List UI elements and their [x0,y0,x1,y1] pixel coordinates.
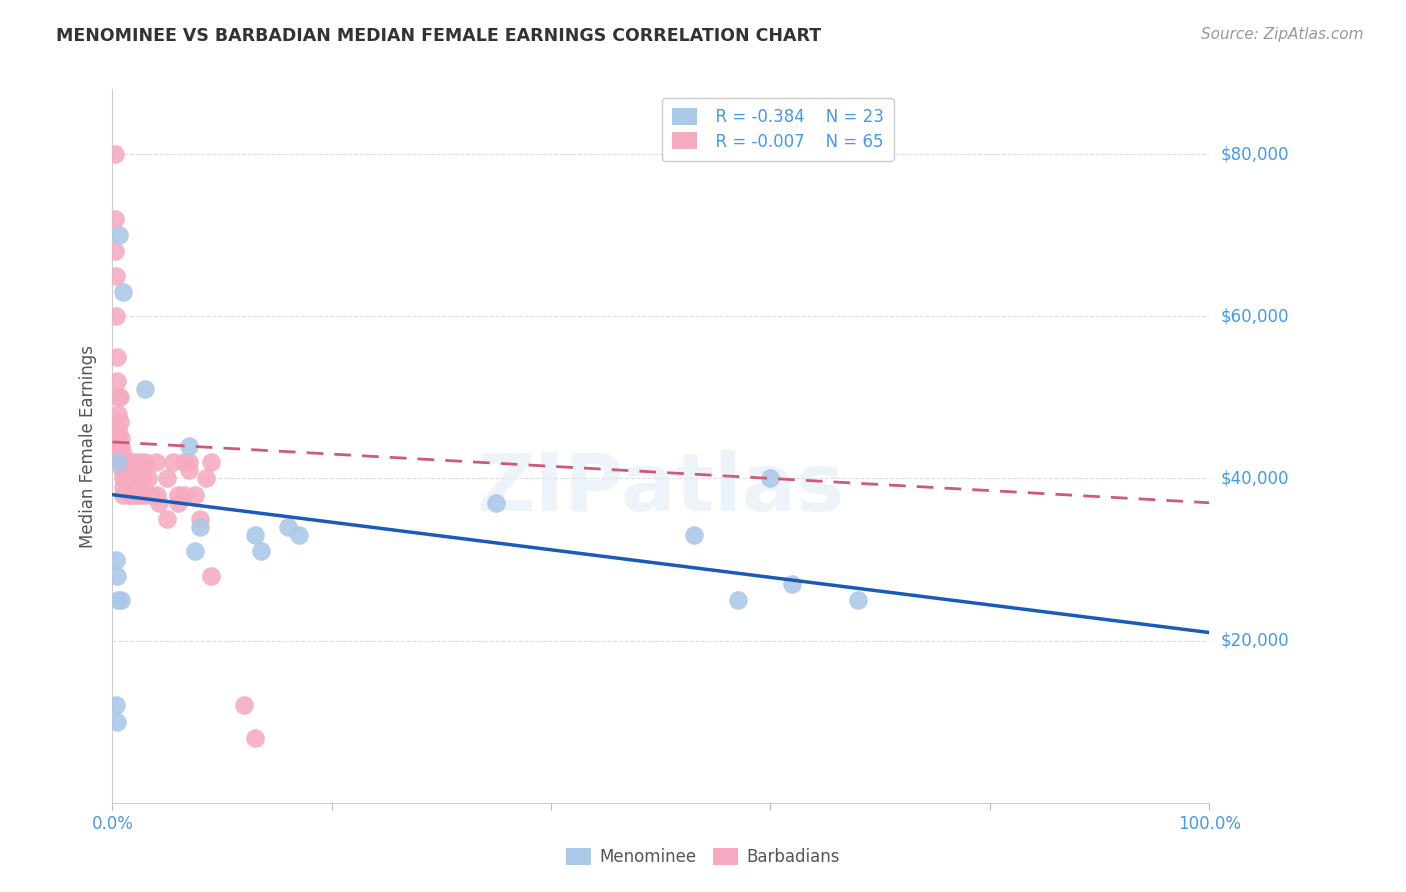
Point [104,211,127,226]
Text: $20,000: $20,000 [1220,632,1289,649]
Point [179,455,201,469]
Point [112,471,135,485]
Point [118,488,141,502]
Point [179,463,201,477]
Point [110,593,132,607]
Point [108,390,131,404]
Point [112,285,135,299]
Point [485,496,508,510]
Point [194,471,217,485]
Point [156,512,179,526]
Point [124,471,146,485]
Point [107,423,129,437]
Point [173,488,195,502]
Text: $60,000: $60,000 [1220,307,1289,326]
Point [727,593,749,607]
Point [105,350,128,364]
Point [104,698,127,713]
Point [124,455,146,469]
Point [107,593,129,607]
Point [108,228,131,243]
Point [243,731,266,745]
Point [183,488,207,502]
Point [233,698,256,713]
Point [136,471,159,485]
Point [759,471,782,485]
Point [111,463,134,477]
Point [682,528,704,542]
Point [200,455,222,469]
Point [110,447,132,461]
Point [118,455,141,469]
Legend: Menominee, Barbadians: Menominee, Barbadians [558,840,848,875]
Point [162,455,184,469]
Point [183,544,207,558]
Point [104,310,127,324]
Point [112,488,135,502]
Point [115,471,138,485]
Text: $80,000: $80,000 [1220,145,1289,163]
Point [112,447,135,461]
Point [188,512,211,526]
Text: ZIPatlas: ZIPatlas [477,450,845,528]
Point [125,488,148,502]
Text: Source: ZipAtlas.com: Source: ZipAtlas.com [1201,27,1364,42]
Point [121,488,143,502]
Point [107,431,129,445]
Point [200,568,222,582]
Point [108,447,131,461]
Point [129,455,152,469]
Point [112,463,135,477]
Point [145,455,167,469]
Point [107,407,129,421]
Point [846,593,869,607]
Point [110,431,132,445]
Point [134,488,156,502]
Point [120,463,142,477]
Point [104,147,127,161]
Point [249,544,271,558]
Point [107,455,129,469]
Point [134,455,156,469]
Point [148,496,170,510]
Point [114,455,136,469]
Point [107,390,129,404]
Point [179,439,201,453]
Point [156,471,179,485]
Point [105,714,128,729]
Point [173,455,195,469]
Point [114,463,136,477]
Text: $40,000: $40,000 [1220,469,1289,487]
Point [167,496,190,510]
Point [105,374,128,388]
Legend:   R = -0.384    N = 23,   R = -0.007    N = 65: R = -0.384 N = 23, R = -0.007 N = 65 [662,97,894,161]
Point [108,439,131,453]
Point [104,552,127,566]
Point [104,268,127,283]
Y-axis label: Median Female Earnings: Median Female Earnings [79,344,97,548]
Point [108,415,131,429]
Point [111,455,134,469]
Text: MENOMINEE VS BARBADIAN MEDIAN FEMALE EARNINGS CORRELATION CHART: MENOMINEE VS BARBADIAN MEDIAN FEMALE EAR… [56,27,821,45]
Point [112,479,135,493]
Point [132,463,155,477]
Point [104,244,127,259]
Point [108,455,131,469]
Point [131,471,153,485]
Point [134,382,156,396]
Point [146,488,169,502]
Point [118,455,141,469]
Point [139,488,162,502]
Point [243,528,266,542]
Point [277,520,299,534]
Point [129,488,152,502]
Point [188,520,211,534]
Point [110,439,132,453]
Point [167,488,190,502]
Point [288,528,311,542]
Point [782,577,804,591]
Point [105,568,128,582]
Point [112,455,135,469]
